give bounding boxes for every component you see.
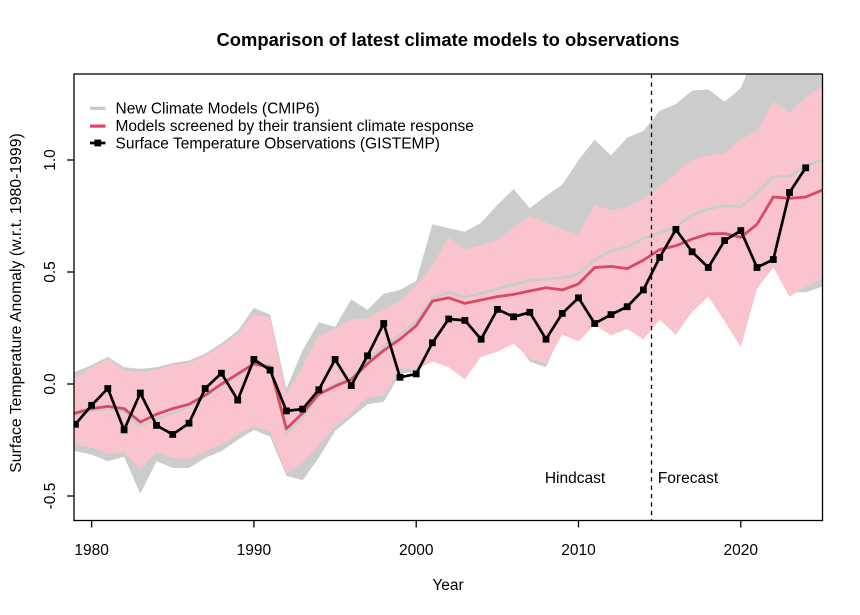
svg-text:Surface Temperature Observatio: Surface Temperature Observations (GISTEM… (116, 136, 440, 153)
svg-text:1990: 1990 (237, 542, 272, 559)
svg-text:Forecast: Forecast (658, 470, 719, 487)
svg-text:Comparison of latest climate m: Comparison of latest climate models to o… (217, 29, 680, 50)
svg-text:-0.5: -0.5 (42, 483, 59, 510)
svg-text:Hindcast: Hindcast (545, 470, 606, 487)
svg-text:New Climate Models (CMIP6): New Climate Models (CMIP6) (116, 101, 320, 118)
svg-text:Models screened by their trans: Models screened by their transient clima… (116, 118, 474, 135)
svg-text:2000: 2000 (399, 542, 434, 559)
svg-text:0.5: 0.5 (42, 261, 59, 283)
svg-text:2010: 2010 (561, 542, 596, 559)
svg-text:0.0: 0.0 (42, 373, 59, 395)
svg-text:1.0: 1.0 (42, 149, 59, 171)
svg-text:2020: 2020 (724, 542, 759, 559)
svg-text:1980: 1980 (74, 542, 109, 559)
svg-text:Year: Year (432, 577, 463, 594)
svg-text:Surface Temperature Anomaly (w: Surface Temperature Anomaly (w.r.t. 1980… (8, 133, 25, 473)
